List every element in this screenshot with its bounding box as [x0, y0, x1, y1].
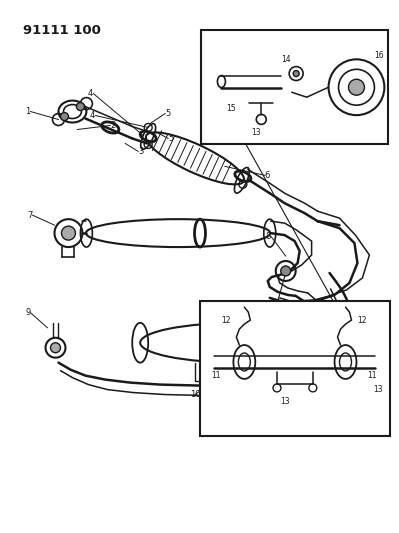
- Circle shape: [77, 102, 85, 110]
- Circle shape: [61, 226, 75, 240]
- Circle shape: [51, 343, 61, 353]
- Text: 8: 8: [265, 232, 271, 240]
- Text: 13: 13: [373, 385, 382, 394]
- Text: 12: 12: [222, 316, 231, 325]
- Text: 13: 13: [280, 397, 290, 406]
- Text: 3: 3: [138, 147, 144, 156]
- Text: 91111 100: 91111 100: [23, 24, 101, 37]
- Circle shape: [61, 112, 69, 120]
- Circle shape: [281, 266, 291, 276]
- Text: 12: 12: [358, 316, 367, 325]
- Text: 10: 10: [190, 390, 200, 399]
- Text: 11: 11: [367, 372, 377, 381]
- Text: 2: 2: [110, 121, 116, 130]
- Text: 7: 7: [27, 211, 33, 220]
- Circle shape: [348, 79, 364, 95]
- Text: 5: 5: [168, 134, 173, 143]
- Text: 16: 16: [374, 51, 383, 60]
- Bar: [201, 30, 388, 144]
- Text: 11: 11: [212, 372, 221, 381]
- Text: 14: 14: [281, 55, 291, 64]
- Text: 5: 5: [165, 109, 170, 118]
- Text: 15: 15: [227, 104, 236, 113]
- Text: 4: 4: [88, 89, 93, 98]
- Text: 4: 4: [90, 111, 95, 120]
- Text: 13: 13: [251, 128, 261, 137]
- Text: 6: 6: [265, 171, 270, 180]
- Bar: [200, 301, 390, 437]
- Text: 9: 9: [26, 308, 31, 317]
- Circle shape: [293, 70, 299, 77]
- Text: 1: 1: [26, 107, 31, 116]
